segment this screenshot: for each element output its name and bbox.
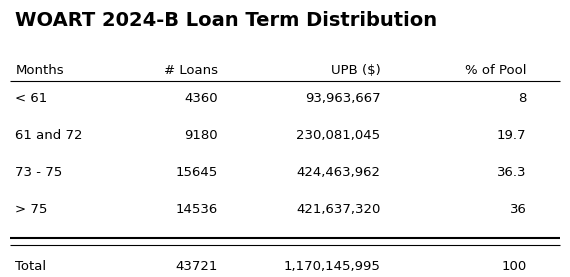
- Text: UPB ($): UPB ($): [331, 64, 381, 77]
- Text: 61 and 72: 61 and 72: [15, 129, 83, 142]
- Text: 36: 36: [510, 203, 527, 216]
- Text: 230,081,045: 230,081,045: [296, 129, 381, 142]
- Text: Total: Total: [15, 260, 47, 273]
- Text: < 61: < 61: [15, 91, 48, 104]
- Text: 100: 100: [501, 260, 527, 273]
- Text: 4360: 4360: [184, 91, 218, 104]
- Text: 421,637,320: 421,637,320: [296, 203, 381, 216]
- Text: 9180: 9180: [184, 129, 218, 142]
- Text: 15645: 15645: [176, 166, 218, 179]
- Text: 36.3: 36.3: [497, 166, 527, 179]
- Text: > 75: > 75: [15, 203, 48, 216]
- Text: # Loans: # Loans: [164, 64, 218, 77]
- Text: 424,463,962: 424,463,962: [296, 166, 381, 179]
- Text: Months: Months: [15, 64, 64, 77]
- Text: WOART 2024-B Loan Term Distribution: WOART 2024-B Loan Term Distribution: [15, 11, 438, 30]
- Text: 1,170,145,995: 1,170,145,995: [284, 260, 381, 273]
- Text: 73 - 75: 73 - 75: [15, 166, 63, 179]
- Text: 93,963,667: 93,963,667: [305, 91, 381, 104]
- Text: 19.7: 19.7: [497, 129, 527, 142]
- Text: 14536: 14536: [176, 203, 218, 216]
- Text: 43721: 43721: [175, 260, 218, 273]
- Text: % of Pool: % of Pool: [465, 64, 527, 77]
- Text: 8: 8: [518, 91, 527, 104]
